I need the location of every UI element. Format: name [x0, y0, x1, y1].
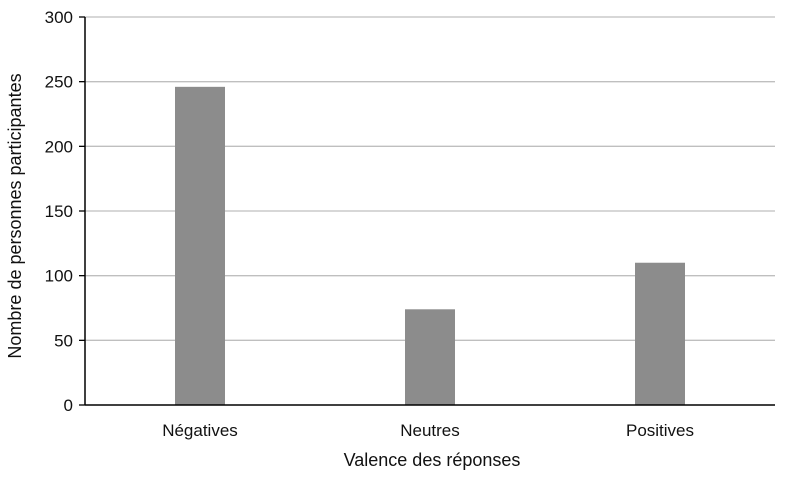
bars: [175, 86, 685, 405]
x-tick-label: Positives: [626, 421, 694, 440]
y-tick-label: 150: [45, 202, 73, 221]
bar-negatives: [175, 86, 225, 405]
bar-positives: [635, 262, 685, 405]
x-tick-labels: Négatives Neutres Positives: [162, 421, 694, 440]
y-tick-labels: 0 50 100 150 200 250 300: [45, 8, 73, 415]
y-tick-label: 0: [64, 396, 73, 415]
x-tick-label: Négatives: [162, 421, 238, 440]
x-tick-label: Neutres: [400, 421, 460, 440]
bar-neutres: [405, 309, 455, 405]
y-tick-label: 250: [45, 73, 73, 92]
y-tick-label: 100: [45, 267, 73, 286]
axes: [84, 17, 775, 406]
y-tick-label: 300: [45, 8, 73, 27]
x-axis-title: Valence des réponses: [344, 450, 521, 470]
y-tick-label: 50: [54, 331, 73, 350]
y-tick-label: 200: [45, 137, 73, 156]
y-axis-title: Nombre de personnes participantes: [5, 73, 25, 358]
